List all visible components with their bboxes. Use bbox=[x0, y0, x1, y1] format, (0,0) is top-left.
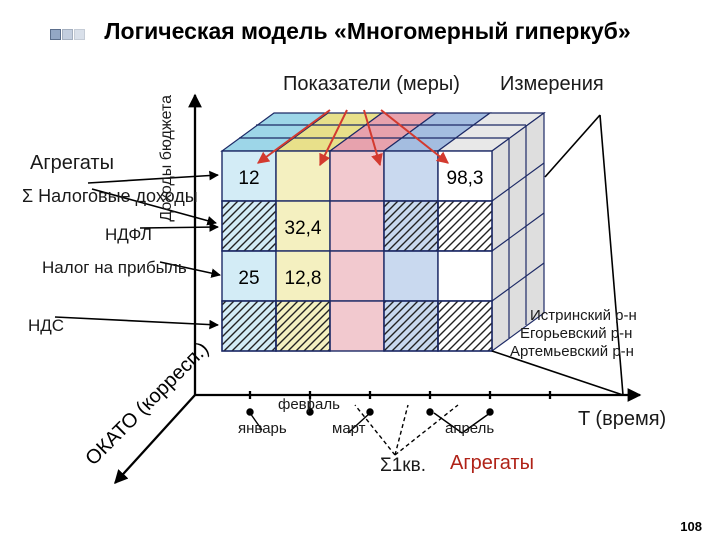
region-3: Артемьевский р-н bbox=[510, 343, 634, 360]
label-aggregates2: Агрегаты bbox=[450, 452, 534, 475]
row-nds: НДС bbox=[28, 316, 64, 336]
label-dimensions: Измерения bbox=[500, 73, 604, 95]
row-ndfl: НДФЛ bbox=[105, 225, 152, 245]
slide-number: 108 bbox=[680, 519, 702, 534]
value-12-8: 12,8 bbox=[285, 268, 322, 289]
month-mar: март bbox=[332, 420, 366, 437]
diagram: 12 98,3 32,4 25 12,8 bbox=[0, 55, 720, 535]
slide-title: Логическая модель «Многомерный гиперкуб» bbox=[50, 18, 631, 46]
title-bullets bbox=[50, 19, 86, 46]
value-12: 12 bbox=[238, 168, 259, 189]
value-98-3: 98,3 bbox=[447, 168, 484, 189]
sum-1kv: Σ1кв. bbox=[380, 455, 426, 477]
label-measures: Показатели (меры) bbox=[283, 73, 460, 95]
row-profit: Налог на прибыль bbox=[42, 258, 187, 278]
title-text: Логическая модель «Многомерный гиперкуб» bbox=[104, 18, 630, 44]
value-32-4: 32,4 bbox=[285, 218, 322, 239]
region-2: Егорьевский р-н bbox=[520, 325, 632, 342]
month-feb: февраль bbox=[278, 396, 340, 413]
month-apr: апрель bbox=[445, 420, 494, 437]
month-jan: январь bbox=[238, 420, 287, 437]
row-sum-tax: Σ Налоговые доходы bbox=[22, 186, 198, 207]
value-25: 25 bbox=[238, 268, 259, 289]
time-axis-label: T (время) bbox=[578, 408, 666, 431]
label-aggregates: Агрегаты bbox=[30, 152, 114, 175]
region-1: Истринский р-н bbox=[530, 307, 637, 324]
